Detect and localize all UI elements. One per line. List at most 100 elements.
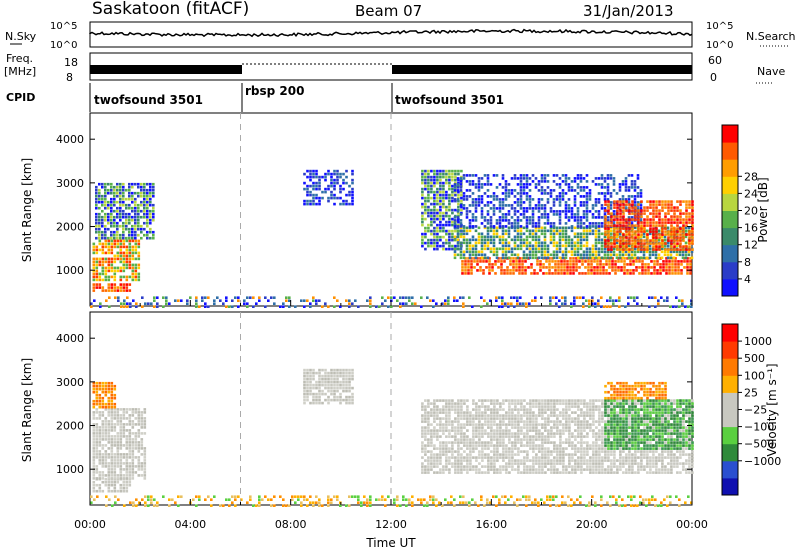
echo-cell bbox=[463, 230, 466, 233]
echo-cell bbox=[600, 305, 603, 308]
echo-cell bbox=[526, 444, 529, 447]
echo-cell bbox=[629, 269, 632, 272]
echo-cell bbox=[114, 423, 117, 426]
echo-cell bbox=[688, 212, 691, 215]
echo-cell bbox=[442, 194, 445, 197]
echo-cell bbox=[559, 447, 562, 450]
echo-cell bbox=[108, 246, 111, 249]
echo-cell bbox=[463, 198, 466, 201]
echo-cell bbox=[111, 481, 114, 484]
echo-cell bbox=[517, 399, 520, 402]
echo-cell bbox=[126, 435, 129, 438]
echo-cell bbox=[117, 270, 120, 273]
freq-left-tick-low: 8 bbox=[66, 71, 73, 84]
echo-cell bbox=[342, 188, 345, 191]
echo-cell bbox=[523, 438, 526, 441]
cpid-label: CPID bbox=[6, 91, 35, 104]
echo-cell bbox=[102, 411, 105, 414]
echo-cell bbox=[463, 444, 466, 447]
power-colorbar-label: Power [dB] bbox=[756, 177, 770, 242]
echo-cell bbox=[478, 408, 481, 411]
echo-cell bbox=[466, 230, 469, 233]
echo-cell bbox=[653, 266, 656, 269]
echo-cell bbox=[665, 260, 668, 263]
echo-cell bbox=[538, 471, 541, 474]
echo-cell bbox=[575, 260, 578, 263]
echo-cell bbox=[93, 246, 96, 249]
echo-cell bbox=[463, 225, 466, 228]
echo-cell bbox=[135, 441, 138, 444]
echo-cell bbox=[616, 218, 619, 221]
echo-cell bbox=[547, 257, 550, 260]
echo-cell bbox=[538, 423, 541, 426]
colorbar-swatch bbox=[722, 125, 738, 143]
echo-cell bbox=[99, 429, 102, 432]
echo-cell bbox=[427, 185, 430, 188]
echo-cell bbox=[339, 176, 342, 179]
echo-cell bbox=[538, 239, 541, 242]
echo-cell bbox=[312, 203, 315, 206]
echo-cell bbox=[448, 459, 451, 462]
echo-cell bbox=[544, 408, 547, 411]
echo-cell bbox=[619, 236, 622, 239]
echo-cell bbox=[436, 215, 439, 218]
echo-cell bbox=[529, 177, 532, 180]
echo-cell bbox=[496, 254, 499, 257]
echo-cell bbox=[454, 468, 457, 471]
echo-cell bbox=[682, 239, 685, 242]
echo-cell bbox=[119, 204, 122, 207]
echo-cell bbox=[345, 170, 348, 173]
echo-cell bbox=[96, 385, 99, 388]
echo-cell bbox=[421, 197, 424, 200]
echo-cell bbox=[457, 402, 460, 405]
echo-cell bbox=[105, 289, 108, 292]
echo-cell bbox=[517, 239, 520, 242]
echo-cell bbox=[499, 210, 502, 213]
echo-cell bbox=[670, 230, 673, 233]
echo-cell bbox=[523, 405, 526, 408]
echo-cell bbox=[246, 305, 249, 308]
echo-cell bbox=[107, 204, 110, 207]
echo-cell bbox=[469, 257, 472, 260]
echo-cell bbox=[569, 269, 572, 272]
echo-cell bbox=[123, 477, 126, 480]
echo-cell bbox=[502, 414, 505, 417]
echo-cell bbox=[666, 296, 669, 299]
echo-cell bbox=[318, 182, 321, 185]
echo-cell bbox=[475, 441, 478, 444]
echo-cell bbox=[493, 438, 496, 441]
echo-cell bbox=[505, 213, 508, 216]
echo-cell bbox=[129, 456, 132, 459]
echo-cell bbox=[98, 192, 101, 195]
echo-cell bbox=[586, 174, 589, 177]
echo-cell bbox=[111, 429, 114, 432]
echo-cell bbox=[111, 261, 114, 264]
echo-cell bbox=[592, 257, 595, 260]
echo-cell bbox=[454, 429, 457, 432]
echo-cell bbox=[520, 242, 523, 245]
echo-cell bbox=[123, 474, 126, 477]
echo-cell bbox=[529, 402, 532, 405]
echo-cell bbox=[667, 245, 670, 248]
echo-cell bbox=[114, 441, 117, 444]
echo-cell bbox=[327, 375, 330, 378]
echo-cell bbox=[572, 263, 575, 266]
echo-cell bbox=[481, 186, 484, 189]
echo-cell bbox=[111, 270, 114, 273]
echo-cell bbox=[501, 299, 504, 302]
echo-cell bbox=[306, 185, 309, 188]
echo-cell bbox=[264, 296, 267, 299]
echo-cell bbox=[592, 213, 595, 216]
echo-cell bbox=[113, 189, 116, 192]
echo-cell bbox=[604, 251, 607, 254]
echo-cell bbox=[138, 246, 141, 249]
echo-cell bbox=[448, 408, 451, 411]
echo-cell bbox=[532, 216, 535, 219]
echo-cell bbox=[439, 209, 442, 212]
echo-cell bbox=[342, 387, 345, 390]
echo-cell bbox=[616, 233, 619, 236]
echo-cell bbox=[421, 212, 424, 215]
echo-cell bbox=[427, 465, 430, 468]
echo-cell bbox=[111, 426, 114, 429]
echo-cell bbox=[481, 257, 484, 260]
